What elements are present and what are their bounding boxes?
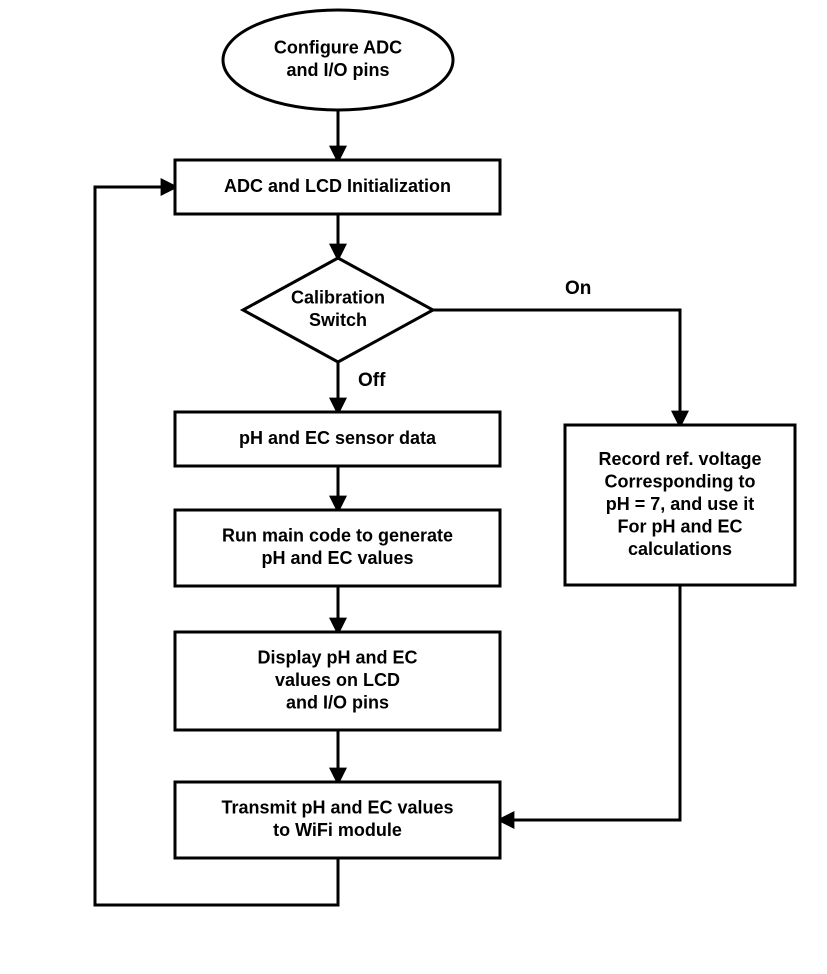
node-label: ADC and LCD Initialization — [224, 176, 451, 196]
node-label: Calibration — [291, 288, 385, 308]
node-label: Configure ADC — [274, 38, 402, 58]
node-label: Switch — [309, 310, 367, 330]
flow-edge — [433, 310, 680, 425]
node-label: For pH and EC — [618, 516, 743, 536]
node-label: and I/O pins — [286, 60, 389, 80]
node-label: pH = 7, and use it — [606, 494, 755, 514]
node-label: calculations — [628, 539, 732, 559]
node-label: pH and EC sensor data — [239, 428, 437, 448]
node-label: pH and EC values — [261, 548, 413, 568]
node-label: to WiFi module — [273, 820, 402, 840]
node-label: Display pH and EC — [257, 647, 417, 667]
node-label: Record ref. voltage — [598, 449, 761, 469]
flow-edge — [500, 585, 680, 820]
edge-label: On — [565, 278, 591, 299]
node-label: Run main code to generate — [222, 526, 453, 546]
node-label: and I/O pins — [286, 692, 389, 712]
node-label: Corresponding to — [605, 471, 756, 491]
flowchart-canvas: OffOnConfigure ADCand I/O pinsADC and LC… — [0, 0, 827, 974]
node-label: values on LCD — [275, 670, 400, 690]
node-label: Transmit pH and EC values — [221, 798, 453, 818]
edge-label: Off — [358, 370, 386, 391]
